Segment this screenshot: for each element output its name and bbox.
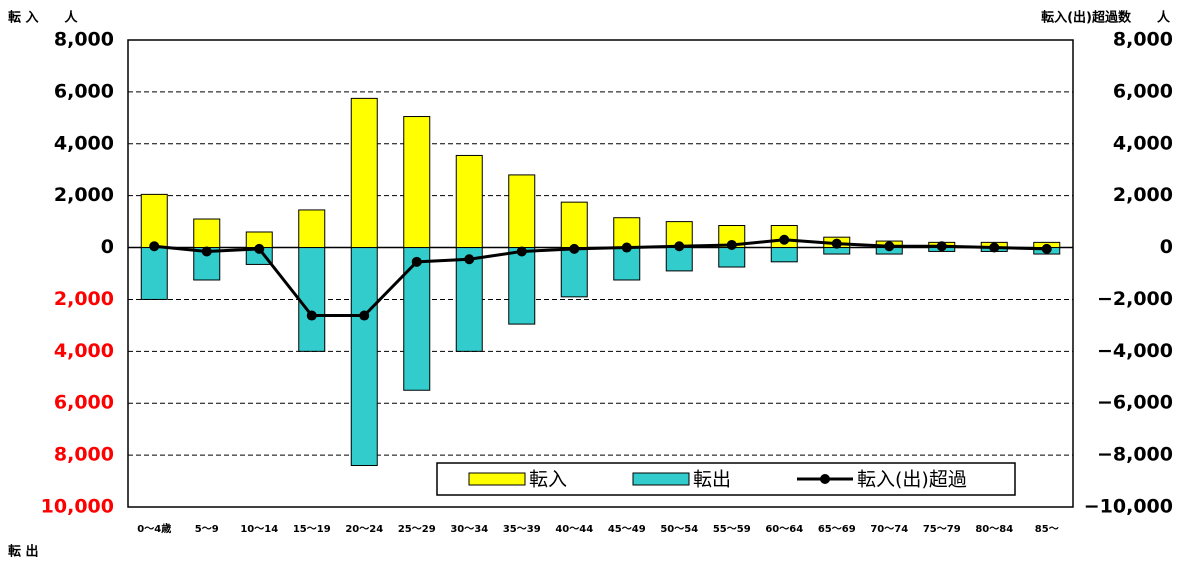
bar: [403, 247, 431, 391]
marker: [989, 242, 1000, 253]
marker: [306, 310, 317, 321]
y-tick-label: 2,000: [54, 288, 114, 310]
x-tick-label: 35～39: [503, 524, 541, 535]
x-tick-label: 55～59: [713, 524, 751, 535]
x-tick-label: 50～54: [660, 524, 698, 535]
y-tick-label: 10,000: [41, 496, 114, 518]
bar: [560, 247, 588, 298]
line: [154, 238, 1047, 318]
bar: [613, 247, 641, 281]
y-tick-label: 6,000: [54, 80, 114, 102]
marker: [201, 246, 212, 257]
marker: [254, 243, 265, 254]
bar: [403, 116, 431, 249]
marker: [149, 241, 160, 252]
x-tick-label: 70～74: [870, 524, 908, 535]
x-tick-label: 40～44: [555, 524, 593, 535]
x-tick-label: 60～64: [765, 524, 803, 535]
x-tick-label: 75～79: [923, 524, 961, 535]
y2-tick-label: 4,000: [1113, 132, 1173, 154]
marker: [411, 256, 422, 267]
bar: [298, 247, 326, 352]
y-label-bottom: 転 出: [8, 544, 39, 560]
marker: [936, 241, 947, 252]
bar: [193, 247, 221, 281]
legend-label: 転入(出)超過: [857, 469, 967, 491]
y2-tick-label: 6,000: [1113, 80, 1173, 102]
x-tick-label: 25～29: [398, 524, 436, 535]
bar: [350, 247, 378, 466]
y-tick-label: 6,000: [54, 392, 114, 414]
y-tick-label: 8,000: [54, 29, 114, 51]
y2-tick-label: −4,000: [1097, 340, 1173, 362]
y-tick-label: 2,000: [54, 184, 114, 206]
y2-tick-label: −10,000: [1084, 496, 1173, 518]
y2-tick-label: 8,000: [1113, 29, 1173, 51]
y-label-top: 転 入 人: [8, 10, 79, 26]
bar: [140, 247, 168, 300]
marker: [1041, 243, 1052, 254]
bar: [560, 201, 588, 249]
y-tick-label: 0: [101, 236, 114, 258]
legend-label: 転入: [529, 469, 567, 491]
y2-label: 転入(出)超過数 人: [1041, 10, 1171, 26]
bar: [508, 174, 536, 249]
bar: [770, 247, 798, 263]
x-tick-label: 30～34: [450, 524, 488, 535]
y2-tick-label: −2,000: [1097, 288, 1173, 310]
x-tick-label: 5～9: [195, 524, 219, 535]
marker: [569, 243, 580, 254]
marker: [464, 254, 475, 265]
marker: [779, 234, 790, 245]
y-tick-label: 4,000: [54, 340, 114, 362]
y2-tick-label: 0: [1160, 236, 1173, 258]
x-tick-label: 0～4歳: [137, 522, 171, 535]
marker: [621, 242, 632, 253]
marker: [884, 241, 895, 252]
marker: [359, 310, 370, 321]
legend-swatch: [632, 472, 690, 486]
bar: [455, 247, 483, 352]
marker: [516, 246, 527, 257]
x-tick-label: 45～49: [608, 524, 646, 535]
y-tick-label: 4,000: [54, 132, 114, 154]
marker: [674, 241, 685, 252]
y2-tick-label: −8,000: [1097, 444, 1173, 466]
y2-tick-label: 2,000: [1113, 184, 1173, 206]
bar: [455, 154, 483, 249]
marker: [831, 238, 842, 249]
plot-border: [127, 39, 1074, 508]
x-tick-label: 80～84: [975, 524, 1013, 535]
marker: [726, 239, 737, 250]
x-tick-label: 20～24: [345, 524, 383, 535]
x-tick-label: 10～14: [240, 524, 278, 535]
bar: [508, 247, 536, 325]
y-tick-label: 8,000: [54, 444, 114, 466]
bar: [298, 209, 326, 249]
legend-marker: [820, 474, 830, 484]
x-tick-label: 65～69: [818, 524, 856, 535]
bar: [718, 247, 746, 268]
legend-box: [436, 462, 1016, 496]
bar: [193, 218, 221, 249]
bar: [350, 97, 378, 249]
bar: [140, 193, 168, 249]
legend-label: 転出: [693, 469, 731, 491]
x-tick-label: 15～19: [293, 524, 331, 535]
y2-tick-label: −6,000: [1097, 392, 1173, 414]
x-tick-label: 85～: [1035, 524, 1059, 535]
legend-swatch: [468, 472, 526, 486]
